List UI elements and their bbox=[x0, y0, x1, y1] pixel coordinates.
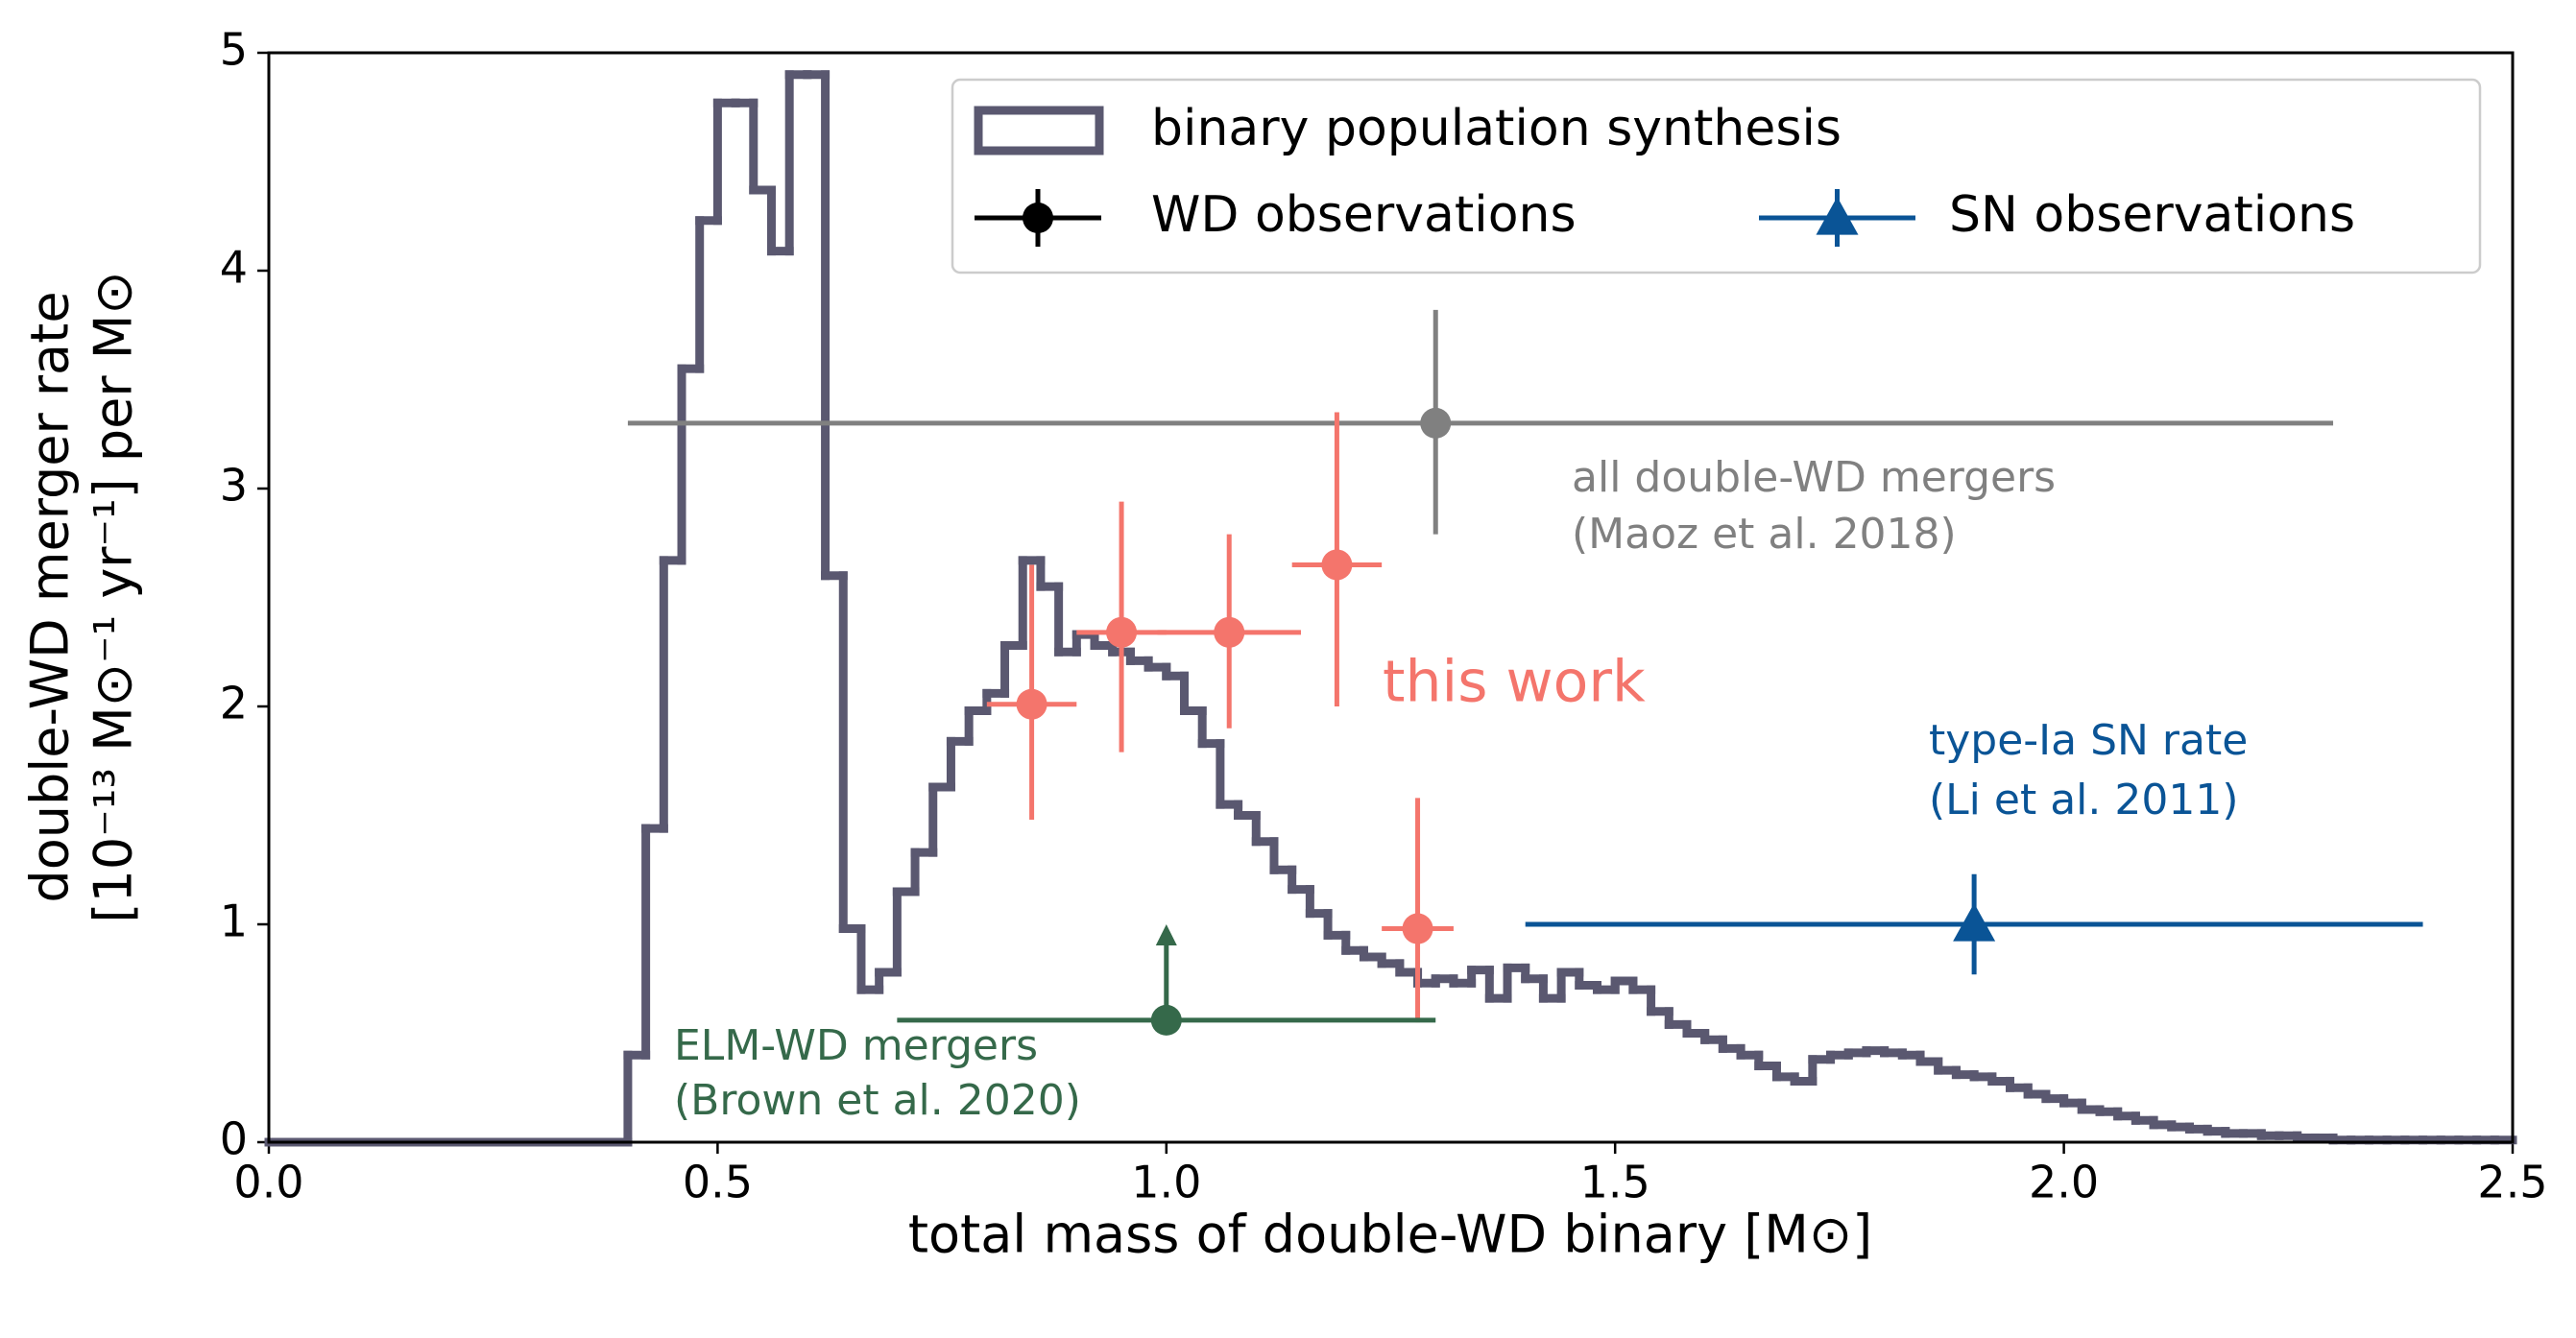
y-axis-label: double-WD merger rate bbox=[20, 291, 81, 902]
x-tick-label: 2.5 bbox=[2477, 1157, 2547, 1208]
annotation: (Brown et al. 2020) bbox=[674, 1076, 1081, 1125]
marker-circle bbox=[1402, 913, 1433, 944]
marker-circle bbox=[1420, 407, 1452, 439]
legend-marker bbox=[1816, 197, 1859, 235]
marker-circle bbox=[1150, 1004, 1182, 1036]
y-tick-label: 3 bbox=[220, 460, 248, 512]
legend-label: WD observations bbox=[1151, 186, 1577, 244]
legend-label: binary population synthesis bbox=[1151, 100, 1842, 157]
y-tick-label: 0 bbox=[220, 1113, 248, 1165]
x-tick-label: 2.0 bbox=[2029, 1157, 2099, 1208]
legend: binary population synthesis WD observatio… bbox=[951, 78, 2482, 275]
x-tick-label: 1.5 bbox=[1580, 1157, 1650, 1208]
marker-triangle bbox=[1953, 903, 1996, 942]
annotation: this work bbox=[1383, 649, 1646, 716]
y-tick-label: 5 bbox=[220, 24, 248, 76]
legend-marker bbox=[1023, 203, 1053, 233]
x-axis-label: total mass of double-WD binary [M⊙] bbox=[908, 1205, 1872, 1265]
marker-circle bbox=[1016, 688, 1047, 720]
limit-arrow bbox=[1155, 924, 1177, 945]
y-tick-label: 1 bbox=[220, 896, 248, 947]
y-tick-label: 2 bbox=[220, 678, 248, 729]
annotation: all double-WD mergers bbox=[1572, 453, 2056, 502]
histogram bbox=[264, 70, 2517, 1147]
x-tick-label: 0.0 bbox=[233, 1157, 303, 1208]
marker-circle bbox=[1214, 616, 1245, 648]
x-tick-label: 0.5 bbox=[683, 1157, 753, 1208]
annotation: (Maoz et al. 2018) bbox=[1572, 510, 1957, 559]
legend-swatch bbox=[974, 106, 1104, 155]
marker-circle bbox=[1321, 549, 1353, 581]
legend-box bbox=[951, 78, 2482, 275]
annotation: (Li et al. 2011) bbox=[1929, 776, 2239, 824]
plot-frame bbox=[267, 51, 2515, 1144]
annotation: ELM-WD mergers bbox=[674, 1021, 1038, 1070]
legend-label: SN observations bbox=[1949, 186, 2355, 244]
x-tick-label: 1.0 bbox=[1131, 1157, 1201, 1208]
y-tick-label: 4 bbox=[220, 242, 248, 294]
y-axis-label: [10⁻¹³ M⊙⁻¹ yr⁻¹] per M⊙ bbox=[84, 271, 144, 922]
marker-circle bbox=[1106, 616, 1138, 648]
annotation: type-Ia SN rate bbox=[1929, 716, 2248, 765]
